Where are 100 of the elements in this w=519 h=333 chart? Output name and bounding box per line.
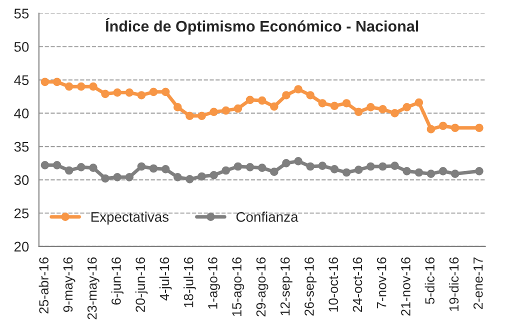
point <box>318 99 327 108</box>
point <box>282 159 290 168</box>
x-tick-label: 25-abr-16 <box>38 257 48 314</box>
x-tick-label: 10-oct-16 <box>328 257 338 312</box>
x-tick-label: 1-ago-16 <box>208 257 220 309</box>
point <box>450 170 460 178</box>
x-tick-label: 26-sep-16 <box>304 257 316 316</box>
y-tick-label: 30 <box>14 175 29 185</box>
point <box>137 162 146 171</box>
x-tick-label: 6-jun-16 <box>111 257 124 305</box>
point <box>210 108 218 116</box>
point <box>342 168 351 177</box>
point <box>64 166 74 175</box>
legend-label: Confianza <box>236 212 298 222</box>
chart-title: Índice de Optimismo Económico - Nacional <box>106 18 418 35</box>
x-tick-label: 2-ene-17 <box>473 257 483 309</box>
point <box>186 112 194 120</box>
point <box>222 166 230 175</box>
point <box>366 162 375 171</box>
point <box>475 166 484 176</box>
point <box>306 162 315 171</box>
point <box>246 163 254 172</box>
point <box>76 82 86 91</box>
point <box>390 162 399 170</box>
point <box>282 91 290 100</box>
point <box>246 96 254 104</box>
point <box>173 172 182 182</box>
point <box>198 172 206 181</box>
point <box>234 162 242 171</box>
x-tick-label: 7-nov-16 <box>376 257 386 308</box>
point <box>438 166 448 176</box>
x-tick-label: 19-dic-16 <box>448 257 459 311</box>
point <box>210 170 218 180</box>
point <box>354 166 363 174</box>
point <box>113 172 122 182</box>
point <box>426 170 436 178</box>
x-tick-label: 29-ago-16 <box>256 257 268 316</box>
x-tick-label: 18-jul-16 <box>184 257 196 308</box>
point <box>414 168 424 177</box>
y-tick-label: 45 <box>14 75 29 86</box>
point <box>330 102 339 110</box>
y-tick-label: 55 <box>14 8 29 18</box>
legend-label: Expectativas <box>91 212 169 225</box>
y-tick-label: 25 <box>14 208 29 218</box>
point <box>234 104 242 113</box>
point <box>52 78 62 86</box>
x-tick-label: 23-may-16 <box>87 257 100 320</box>
point <box>330 164 339 174</box>
point <box>450 124 460 132</box>
x-tick-label: 24-oct-16 <box>352 257 362 312</box>
point <box>186 174 194 184</box>
point <box>378 162 387 171</box>
point <box>258 164 266 172</box>
point <box>306 91 315 100</box>
point <box>137 91 146 100</box>
point <box>52 161 62 170</box>
point <box>270 168 278 176</box>
point <box>402 166 412 176</box>
point <box>64 82 74 91</box>
point <box>198 112 206 120</box>
point <box>378 105 387 114</box>
x-tick-label: 15-ago-16 <box>232 257 244 316</box>
x-tick-label: 5-dic-16 <box>424 257 435 304</box>
y-tick-label: 35 <box>14 142 29 152</box>
point <box>125 88 134 97</box>
y-tick-label: 40 <box>14 108 29 118</box>
point <box>113 88 122 97</box>
point <box>294 157 302 166</box>
point <box>173 103 182 112</box>
point <box>89 82 98 91</box>
x-tick-label: 21-nov-16 <box>401 257 410 316</box>
point <box>258 96 266 105</box>
point <box>426 125 436 134</box>
point <box>318 162 327 170</box>
x-tick-label: 12-sep-16 <box>280 257 292 316</box>
point <box>222 106 230 115</box>
point <box>76 163 86 172</box>
point <box>414 98 424 107</box>
point <box>390 109 399 118</box>
y-tick-label: 50 <box>14 42 29 52</box>
point <box>354 108 363 116</box>
point <box>40 161 50 170</box>
point <box>475 124 484 132</box>
point <box>101 174 110 183</box>
point <box>149 164 158 173</box>
point <box>342 99 351 108</box>
point <box>161 88 170 96</box>
point <box>161 164 170 174</box>
point <box>294 85 302 94</box>
point <box>89 164 98 172</box>
point <box>40 78 50 86</box>
point <box>402 103 412 112</box>
point <box>149 88 158 96</box>
y-tick-label: 20 <box>14 242 29 252</box>
point <box>438 122 448 130</box>
x-tick-label: 4-jul-16 <box>159 257 172 301</box>
point <box>125 172 134 182</box>
x-tick-label: 9-may-16 <box>63 257 76 312</box>
point <box>101 90 110 98</box>
x-tick-label: 20-jun-16 <box>135 257 148 312</box>
